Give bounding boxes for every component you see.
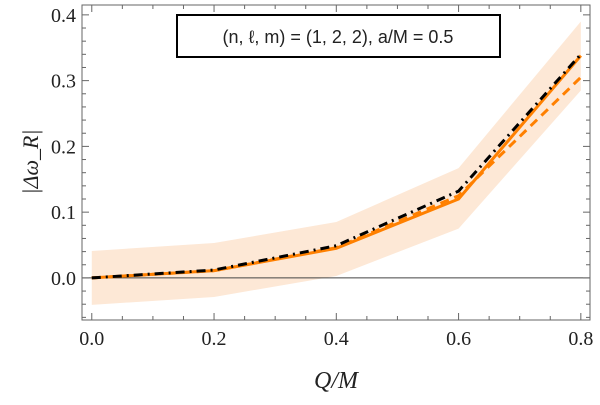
- y-tick-label: 0.4: [51, 5, 76, 27]
- y-tick-label: 0.1: [51, 202, 76, 224]
- x-tick-label: 0.0: [79, 328, 104, 350]
- y-tick-label: 0.0: [51, 268, 76, 290]
- legend-box: (n, ℓ, m) = (1, 2, 2), a/M = 0.5: [176, 14, 501, 58]
- uncertainty-band: [91, 21, 581, 305]
- series-line-dashdot: [91, 53, 582, 280]
- x-tick-label: 0.4: [324, 328, 349, 350]
- y-axis-label: |Δω_R|: [18, 130, 43, 195]
- x-tick-label: 0.2: [202, 328, 227, 350]
- series-line-dashed: [91, 76, 582, 280]
- x-tick-label: 0.6: [446, 328, 471, 350]
- x-tick-label: 0.8: [568, 328, 593, 350]
- y-tick-label: 0.2: [51, 136, 76, 158]
- annotation: (n, ℓ, m) = (1, 2, 2), a/M = 0.5: [223, 27, 454, 47]
- y-tick-label: 0.3: [51, 71, 76, 93]
- x-axis-label: Q/M: [314, 368, 360, 394]
